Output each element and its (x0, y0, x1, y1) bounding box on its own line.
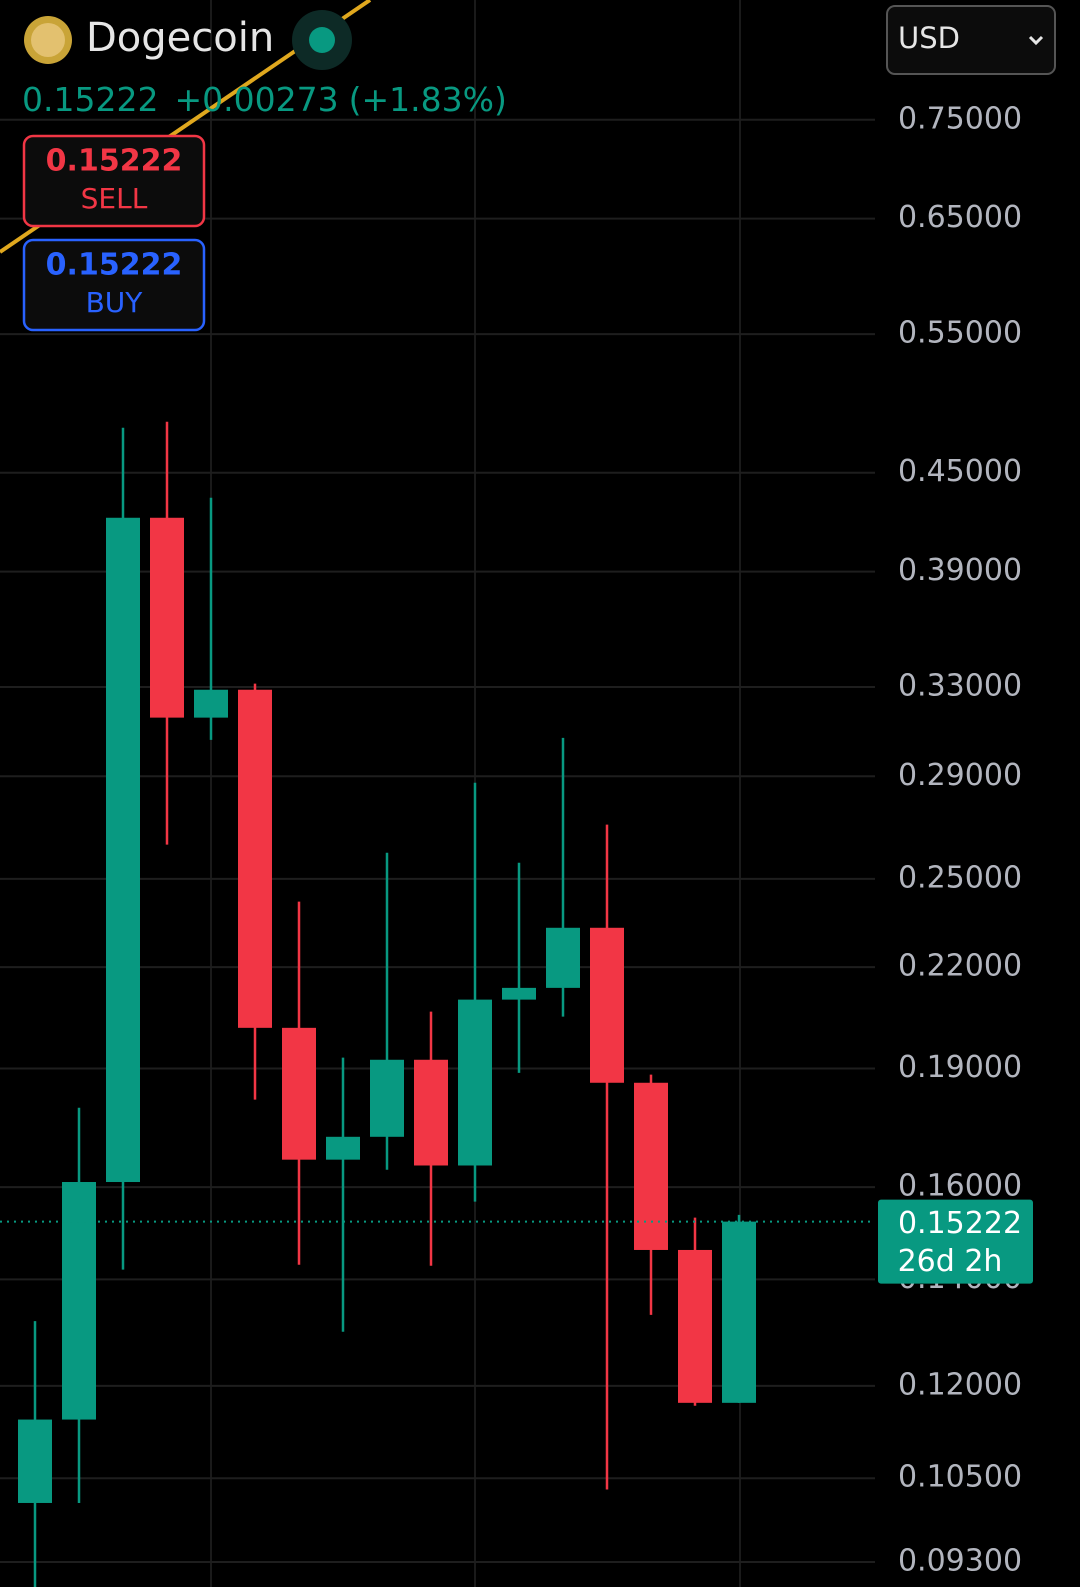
y-tick-label: 0.75000 (898, 101, 1022, 136)
candle-body (414, 1059, 448, 1166)
price-tag-countdown: 26d 2h (898, 1244, 1003, 1279)
y-tick-label: 0.39000 (898, 553, 1022, 588)
axis-layer: 0.75000 0.65000 0.55000 0.45000 0.39000 0.330… (0, 101, 1022, 1579)
sell-price[interactable]: 0.15222 (46, 144, 183, 179)
candle-body (458, 999, 492, 1166)
y-tick-label: 0.09300 (898, 1544, 1022, 1579)
price-change-line: 0.15222 +0.00273 (+1.83%) (22, 80, 507, 119)
y-tick-label: 0.65000 (898, 200, 1022, 235)
candle-body (502, 987, 536, 1000)
candle-body (326, 1136, 360, 1160)
candle-body (106, 517, 140, 1183)
candle-body (282, 1027, 316, 1160)
candle-body (194, 689, 228, 718)
candle-body (238, 689, 272, 1028)
y-tick-label: 0.55000 (898, 316, 1022, 351)
coin-logo-inner (31, 23, 65, 57)
candle-body (590, 927, 624, 1083)
dropdown-chevron[interactable] (1028, 35, 1044, 46)
y-tick-label: 0.22000 (898, 949, 1022, 984)
symbol-title: Dogecoin (86, 15, 274, 61)
y-tick-label: 0.10500 (898, 1460, 1022, 1495)
candle-body (546, 927, 580, 988)
price-tag (878, 1199, 1033, 1284)
candle-body (18, 1419, 52, 1503)
y-tick-label: 0.19000 (898, 1050, 1022, 1085)
last-price: 0.15222 (22, 80, 158, 119)
y-tick-label: 0.16000 (898, 1169, 1022, 1204)
sell-label[interactable]: SELL (81, 182, 148, 215)
candle-body (722, 1221, 756, 1403)
change: +0.00273 (174, 80, 338, 119)
y-tick-label: 0.25000 (898, 860, 1022, 895)
candle-body (678, 1249, 712, 1403)
sell-button[interactable] (22, 134, 206, 228)
candle-body (370, 1059, 404, 1137)
currency-label[interactable]: USD (898, 21, 960, 55)
buy-button[interactable] (22, 238, 206, 332)
y-tick-label: 0.12000 (898, 1367, 1022, 1402)
currency-select[interactable] (886, 5, 1056, 75)
change-pct: (+1.83%) (349, 80, 507, 119)
buy-label[interactable]: BUY (86, 286, 144, 319)
y-tick-label: 0.45000 (898, 454, 1022, 489)
status-dot (309, 27, 335, 53)
y-tick-label: 0.33000 (898, 669, 1022, 704)
candle-body (634, 1082, 668, 1250)
price-tag-value: 0.15222 (898, 1206, 1022, 1241)
candles-layer (18, 421, 756, 1587)
candle-body (62, 1182, 96, 1420)
candle-body (150, 517, 184, 718)
buy-price[interactable]: 0.15222 (46, 248, 183, 283)
y-tick-label: 0.29000 (898, 758, 1022, 793)
